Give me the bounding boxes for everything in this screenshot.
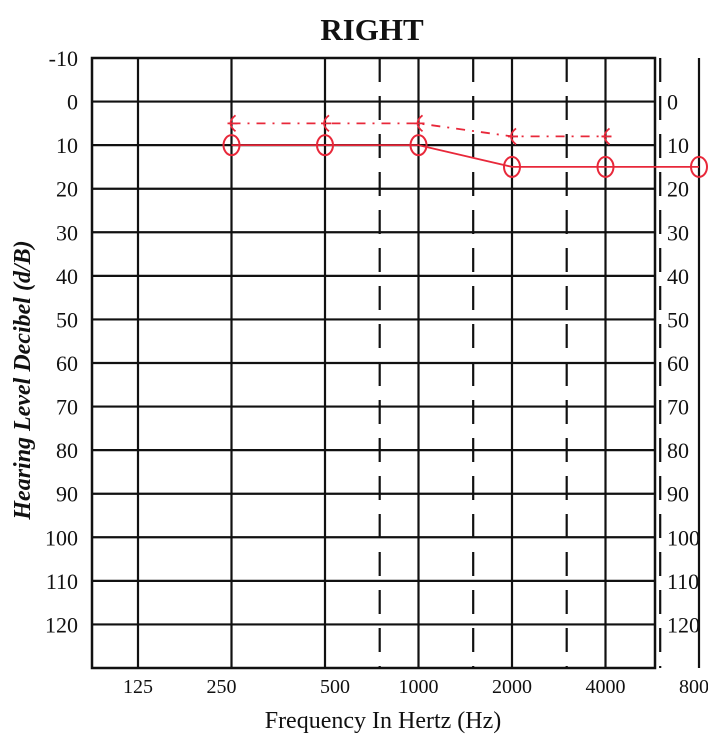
y-axis-label: Hearing Level Decibel (d/B) [10,240,36,520]
bracket-marker [321,114,331,133]
y-tick-label-right: 80 [667,438,689,463]
y-tick-label-left: 80 [56,438,78,463]
y-tick-label-right: 40 [667,264,689,289]
y-tick-label-left: -10 [49,46,78,71]
bracket-marker [508,127,518,146]
y-tick-label-right: 90 [667,482,689,507]
y-tick-label-left: 100 [45,525,78,550]
y-tick-label-left: 50 [56,307,78,332]
y-tick-label-right: 50 [667,307,689,332]
y-tick-label-left: 0 [67,90,78,115]
circle-marker [690,155,708,178]
y-tick-label-left: 120 [45,612,78,637]
bracket-marker [414,114,425,133]
circle-marker [503,155,521,178]
series-line-1 [231,144,699,168]
y-tick-label-left: 30 [56,220,78,245]
x-tick-label: 1000 [399,676,439,698]
y-tick-label-left: 40 [56,264,78,289]
series-layer [222,114,708,178]
circle-marker [596,155,615,178]
y-tick-label-right: 110 [667,569,699,594]
x-tick-label: 2000 [492,676,532,698]
y-tick-label-right: 60 [667,351,689,376]
y-tick-label-right: 20 [667,177,689,202]
y-tick-label-left: 20 [56,177,78,202]
circle-marker [409,134,428,157]
x-tick-label: 4000 [586,676,626,698]
y-tick-label-left: 70 [56,395,78,420]
y-tick-label-right: 100 [667,525,700,550]
x-tick-label: 8000 [679,676,708,698]
circle-marker [222,134,241,157]
x-axis-label: Frequency In Hertz (Hz) [265,708,502,734]
grid [90,56,701,670]
x-tick-label: 500 [320,676,350,698]
y-tick-label-left: 60 [56,351,78,376]
x-tick-label: 250 [207,676,237,698]
y-tick-label-right: 70 [667,395,689,420]
axis-ticks: -10 0 10 20 30 40 50 60 70 80 90 100 110 120 0 10 20 30 40… [45,46,708,698]
y-tick-label-left: 90 [56,482,78,507]
y-tick-label-right: 120 [667,612,700,637]
chart-title: RIGHT [320,12,424,47]
circle-marker [316,134,334,157]
bracket-marker [601,127,612,146]
y-tick-label-right: 10 [667,133,689,158]
y-tick-label-right: 0 [667,90,678,115]
bracket-marker [227,114,238,133]
y-tick-label-left: 110 [46,569,78,594]
y-tick-label-right: 30 [667,220,689,245]
x-tick-label: 125 [123,676,153,698]
y-tick-label-left: 10 [56,133,78,158]
